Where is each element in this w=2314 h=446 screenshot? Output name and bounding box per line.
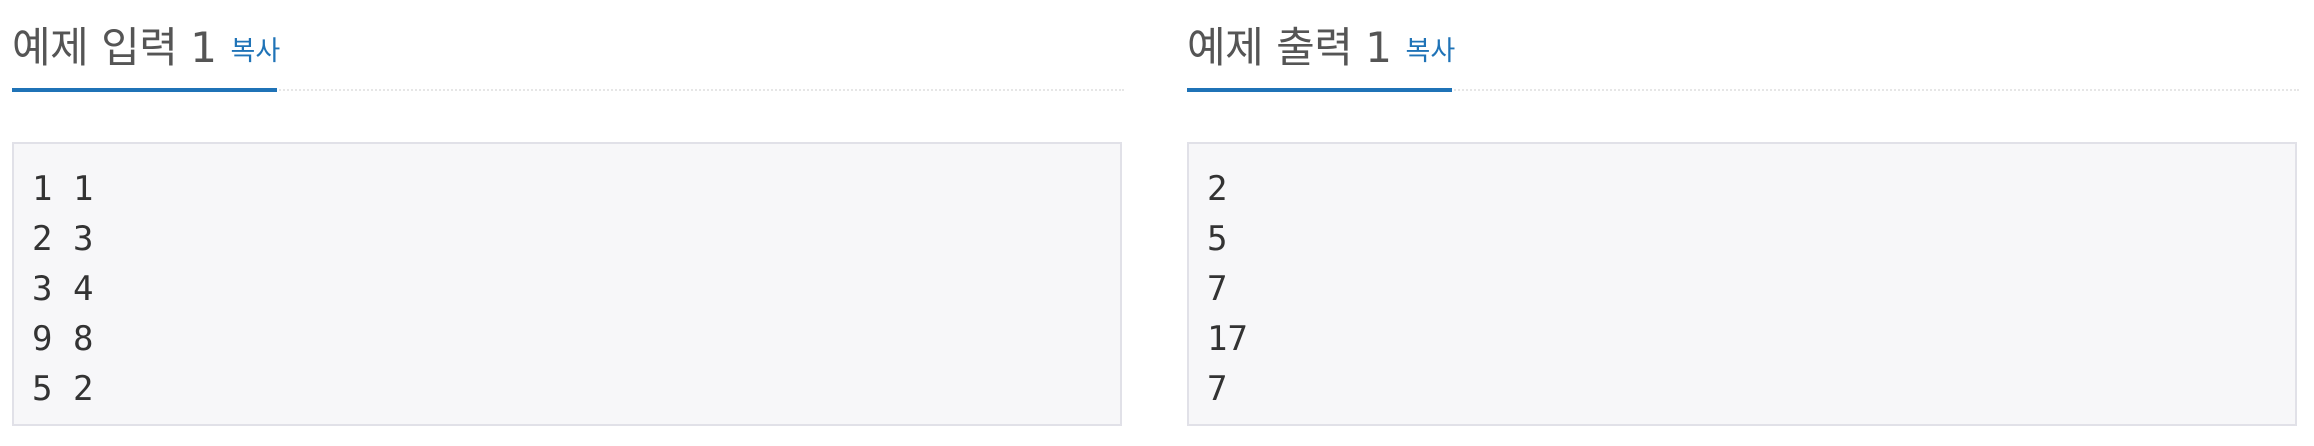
sample-input-line: 9 8 <box>32 319 94 359</box>
sample-output-headline: 예제 출력 1 복사 <box>1187 0 2299 94</box>
copy-output-link[interactable]: 복사 <box>1405 36 1456 67</box>
headline-accent-bar <box>1187 88 1452 92</box>
sample-input-line: 5 2 <box>32 369 94 409</box>
sample-output-line: 7 <box>1207 269 1228 309</box>
sample-input-title: 예제 입력 1 <box>12 23 217 72</box>
sample-output-line: 2 <box>1207 169 1228 209</box>
sample-input-line: 3 4 <box>32 269 94 309</box>
sample-input-panel: 예제 입력 1 복사 1 1 2 3 3 4 9 8 5 2 <box>12 0 1124 446</box>
sample-output-heading: 예제 출력 1 복사 <box>1187 18 1455 78</box>
sample-input-headline: 예제 입력 1 복사 <box>12 0 1124 94</box>
sample-output-panel: 예제 출력 1 복사 2 5 7 17 7 <box>1187 0 2299 446</box>
headline-accent-bar <box>12 88 277 92</box>
sample-output-box[interactable]: 2 5 7 17 7 <box>1187 142 2297 426</box>
headline-divider <box>12 89 1124 91</box>
sample-input-line: 1 1 <box>32 169 94 209</box>
sample-input-line: 2 3 <box>32 219 94 259</box>
sample-output-line: 7 <box>1207 369 1228 409</box>
headline-divider <box>1187 89 2299 91</box>
copy-input-link[interactable]: 복사 <box>230 36 281 67</box>
sample-output-line: 5 <box>1207 219 1228 259</box>
sample-input-box[interactable]: 1 1 2 3 3 4 9 8 5 2 <box>12 142 1122 426</box>
sample-output-lines: 2 5 7 17 7 <box>1207 164 1248 414</box>
sample-input-heading: 예제 입력 1 복사 <box>12 18 280 78</box>
sample-output-title: 예제 출력 1 <box>1187 23 1392 72</box>
sample-input-lines: 1 1 2 3 3 4 9 8 5 2 <box>32 164 93 414</box>
sample-output-line: 17 <box>1207 319 1248 359</box>
